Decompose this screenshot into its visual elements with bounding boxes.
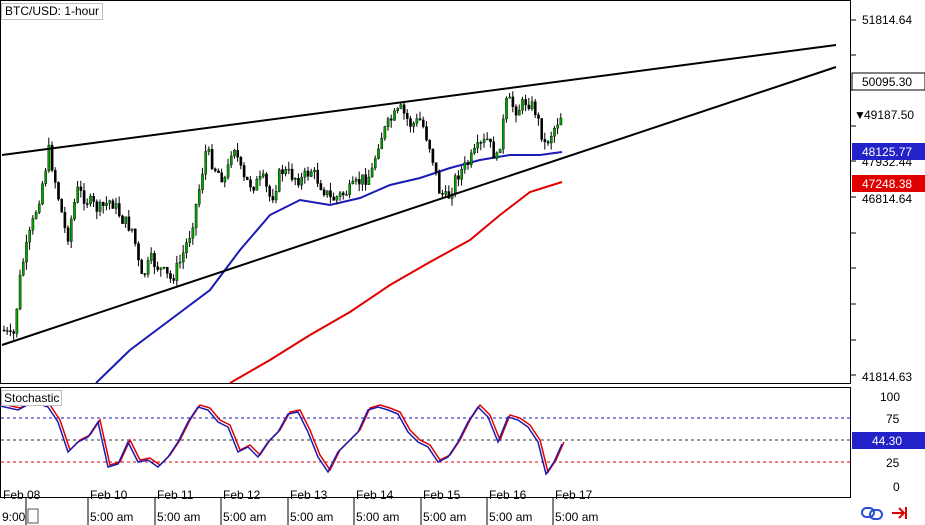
svg-text:50095.30: 50095.30 (862, 75, 912, 89)
svg-text:49187.50: 49187.50 (864, 108, 914, 122)
date-label-0: Feb 08 (3, 488, 41, 502)
time-label-5: 5:00 am (356, 510, 399, 524)
stoch-tick-75: 75 (886, 412, 900, 426)
price-tag-ma-slow: 47248.38 (852, 175, 925, 192)
time-label-8: 5:00 am (555, 510, 598, 524)
indicator-label: Stochastic (1, 390, 63, 406)
time-label-1: 5:00 am (90, 510, 133, 524)
time-label-0: 9:00 (2, 510, 26, 524)
time-label-2: 5:00 am (157, 510, 200, 524)
stoch-value-tag: 44.30 (852, 432, 925, 449)
stochastic-lines (0, 399, 565, 476)
red-arrow-icon[interactable] (892, 507, 907, 519)
time-label-6: 5:00 am (423, 510, 466, 524)
svg-text:47248.38: 47248.38 (862, 177, 912, 191)
svg-text:44.30: 44.30 (872, 434, 902, 448)
price-tag-current: ▼ 49187.50 (852, 106, 925, 123)
price-tick-2: 46814.64 (862, 192, 912, 206)
chain-link-icon[interactable] (861, 507, 883, 520)
stoch-panel-frame (0, 387, 851, 498)
chart-title: BTC/USD: 1-hour (1, 3, 104, 20)
date-label-2: Feb 11 (157, 488, 194, 502)
price-axis (851, 19, 856, 376)
date-label-4: Feb 13 (290, 488, 328, 502)
stoch-tick-100: 100 (880, 390, 900, 404)
time-label-7: 5:00 am (489, 510, 532, 524)
date-label-1: Feb 10 (90, 488, 128, 502)
svg-text:▼: ▼ (854, 108, 866, 122)
ma-fast-line (95, 151, 563, 384)
date-label-6: Feb 15 (423, 488, 461, 502)
ma-slow-line (229, 181, 563, 384)
time-axis-ticks (25, 498, 554, 525)
time-label-4: 5:00 am (290, 510, 333, 524)
stoch-tick-25: 25 (886, 456, 900, 470)
svg-text:48125.77: 48125.77 (862, 145, 912, 159)
price-panel-frame (0, 0, 851, 384)
candles (2, 91, 563, 340)
price-tick-1: 51814.64 (862, 13, 912, 27)
time-scroll-handle[interactable] (27, 508, 39, 524)
trendlines (1, 44, 837, 346)
price-tag-ma-fast: 48125.77 (852, 143, 925, 160)
price-tag-trendline: 50095.30 (851, 72, 925, 91)
date-label-3: Feb 12 (223, 488, 261, 502)
upper-trendline (1, 44, 837, 156)
time-label-3: 5:00 am (223, 510, 266, 524)
date-label-7: Feb 16 (489, 488, 527, 502)
stoch-tick-0: 0 (893, 480, 900, 494)
date-label-8: Feb 17 (555, 488, 593, 502)
date-label-5: Feb 14 (356, 488, 394, 502)
price-tick-3: 41814.63 (862, 370, 912, 384)
toolbar-icons (861, 507, 907, 520)
lower-trendline (1, 66, 837, 346)
